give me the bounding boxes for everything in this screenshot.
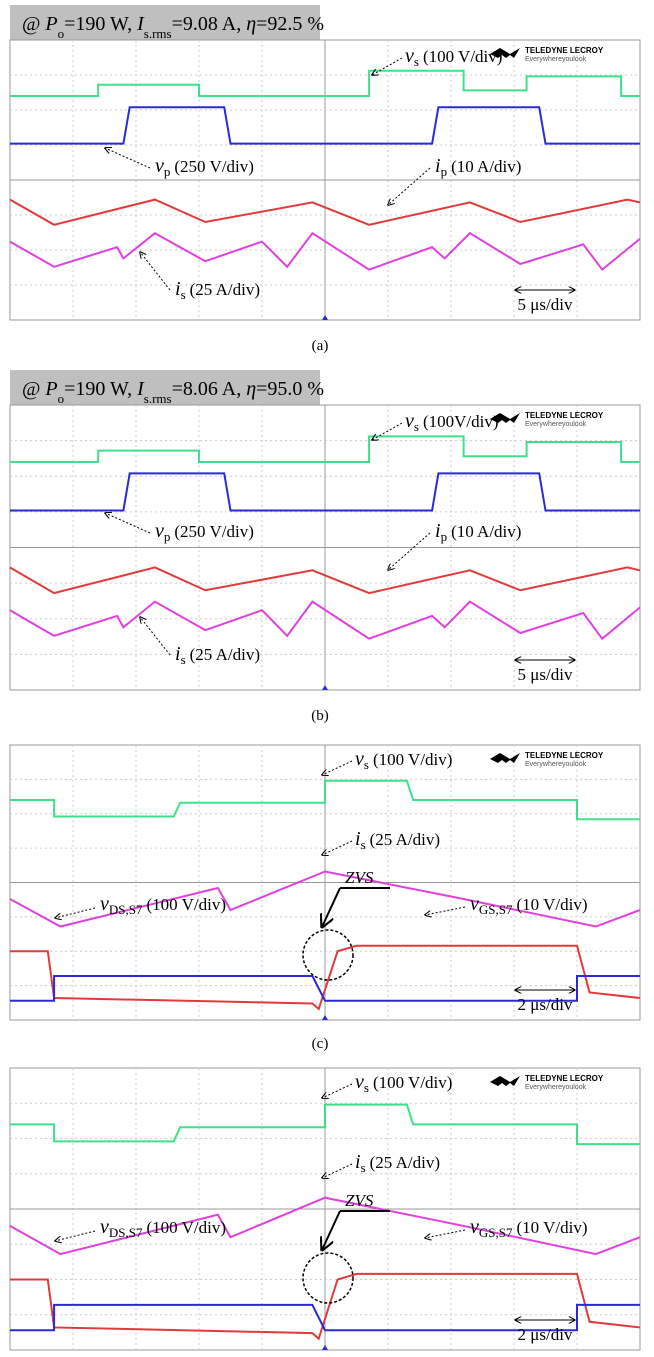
logo-tagline: Everywhereyoulook xyxy=(525,421,587,428)
label-subscript: GS,S7 xyxy=(479,1225,513,1240)
logo-brand: TELEDYNE LECROY xyxy=(525,751,604,760)
header-part: @ xyxy=(22,378,45,400)
label-unit: (100 V/div) xyxy=(373,750,453,769)
label-unit: (100 V/div) xyxy=(373,1073,453,1092)
header-part: η xyxy=(246,13,256,35)
label-subscript: DS,S7 xyxy=(109,902,143,917)
label-subscript: s xyxy=(364,757,369,772)
header-part: s.rms xyxy=(144,391,172,406)
header-part: =95.0 % xyxy=(256,378,324,400)
label-unit: (250 V/div) xyxy=(174,522,254,541)
header-part: =190 W, xyxy=(64,13,137,35)
label-subscript: s xyxy=(414,54,419,69)
label-unit: (25 A/div) xyxy=(370,1153,440,1172)
label-symbol: v xyxy=(355,1071,364,1093)
label-symbol: v xyxy=(355,748,364,770)
label-subscript: s xyxy=(181,652,186,667)
label-unit: (10 V/div) xyxy=(517,895,588,914)
panel: TELEDYNE LECROYEverywhereyoulookvs(100 V… xyxy=(10,745,640,1052)
label-symbol: v xyxy=(470,893,479,915)
label-subscript: s xyxy=(414,419,419,434)
label-unit: (10 A/div) xyxy=(451,157,521,176)
label-unit: (25 A/div) xyxy=(190,280,260,299)
label-unit: (100 V/div) xyxy=(423,47,503,66)
caption: (c) xyxy=(312,1036,329,1052)
logo-brand: TELEDYNE LECROY xyxy=(525,1074,604,1083)
label-subscript: s xyxy=(361,1160,366,1175)
panel: @ Po=190 W, Is.rms=8.06 A, η=95.0 %TELED… xyxy=(10,370,640,724)
label-subscript: GS,S7 xyxy=(479,902,513,917)
timebase: 5 μs/div xyxy=(518,665,573,684)
header-part: =9.08 A, xyxy=(172,13,247,35)
logo-tagline: Everywhereyoulook xyxy=(525,1084,587,1091)
label-unit: (10 A/div) xyxy=(451,522,521,541)
label-symbol: v xyxy=(155,520,164,542)
label-unit: (25 A/div) xyxy=(190,645,260,664)
header-part: =8.06 A, xyxy=(172,378,247,400)
figure: @ Po=190 W, Is.rms=9.08 A, η=92.5 %TELED… xyxy=(0,0,654,1357)
caption: (b) xyxy=(311,708,329,724)
label-subscript: p xyxy=(164,164,171,179)
label-subscript: s xyxy=(181,287,186,302)
header-part: =190 W, xyxy=(64,378,137,400)
label-unit: (100 V/div) xyxy=(147,1218,227,1237)
logo-tagline: Everywhereyoulook xyxy=(525,761,587,768)
label-symbol: v xyxy=(100,1216,109,1238)
label-unit: (10 V/div) xyxy=(517,1218,588,1237)
timebase: 2 μs/div xyxy=(518,1325,573,1344)
header-part: @ xyxy=(22,13,45,35)
panel: @ Po=190 W, Is.rms=9.08 A, η=92.5 %TELED… xyxy=(10,5,640,354)
header-part: P xyxy=(44,378,57,400)
label-subscript: s xyxy=(361,837,366,852)
logo-tagline: Everywhereyoulook xyxy=(525,56,587,63)
caption: (a) xyxy=(312,338,329,354)
timebase: 2 μs/div xyxy=(518,995,573,1014)
label-unit: (100V/div) xyxy=(423,412,499,431)
header-part: =92.5 % xyxy=(256,13,324,35)
label-symbol: v xyxy=(155,155,164,177)
label-subscript: s xyxy=(364,1080,369,1095)
label-unit: (25 A/div) xyxy=(370,830,440,849)
timebase: 5 μs/div xyxy=(518,295,573,314)
logo-brand: TELEDYNE LECROY xyxy=(525,411,604,420)
zvs-label: ZVS xyxy=(345,1191,374,1210)
zvs-label: ZVS xyxy=(345,868,374,887)
label-subscript: p xyxy=(441,529,448,544)
header-part: s.rms xyxy=(144,26,172,41)
label-unit: (100 V/div) xyxy=(147,895,227,914)
header-part: η xyxy=(246,378,256,400)
label-symbol: v xyxy=(100,893,109,915)
label-subscript: DS,S7 xyxy=(109,1225,143,1240)
label-subscript: p xyxy=(164,529,171,544)
label-symbol: v xyxy=(405,45,414,67)
label-unit: (250 V/div) xyxy=(174,157,254,176)
header-part: P xyxy=(44,13,57,35)
label-subscript: p xyxy=(441,164,448,179)
logo-brand: TELEDYNE LECROY xyxy=(525,46,604,55)
label-symbol: v xyxy=(405,410,414,432)
label-symbol: v xyxy=(470,1216,479,1238)
